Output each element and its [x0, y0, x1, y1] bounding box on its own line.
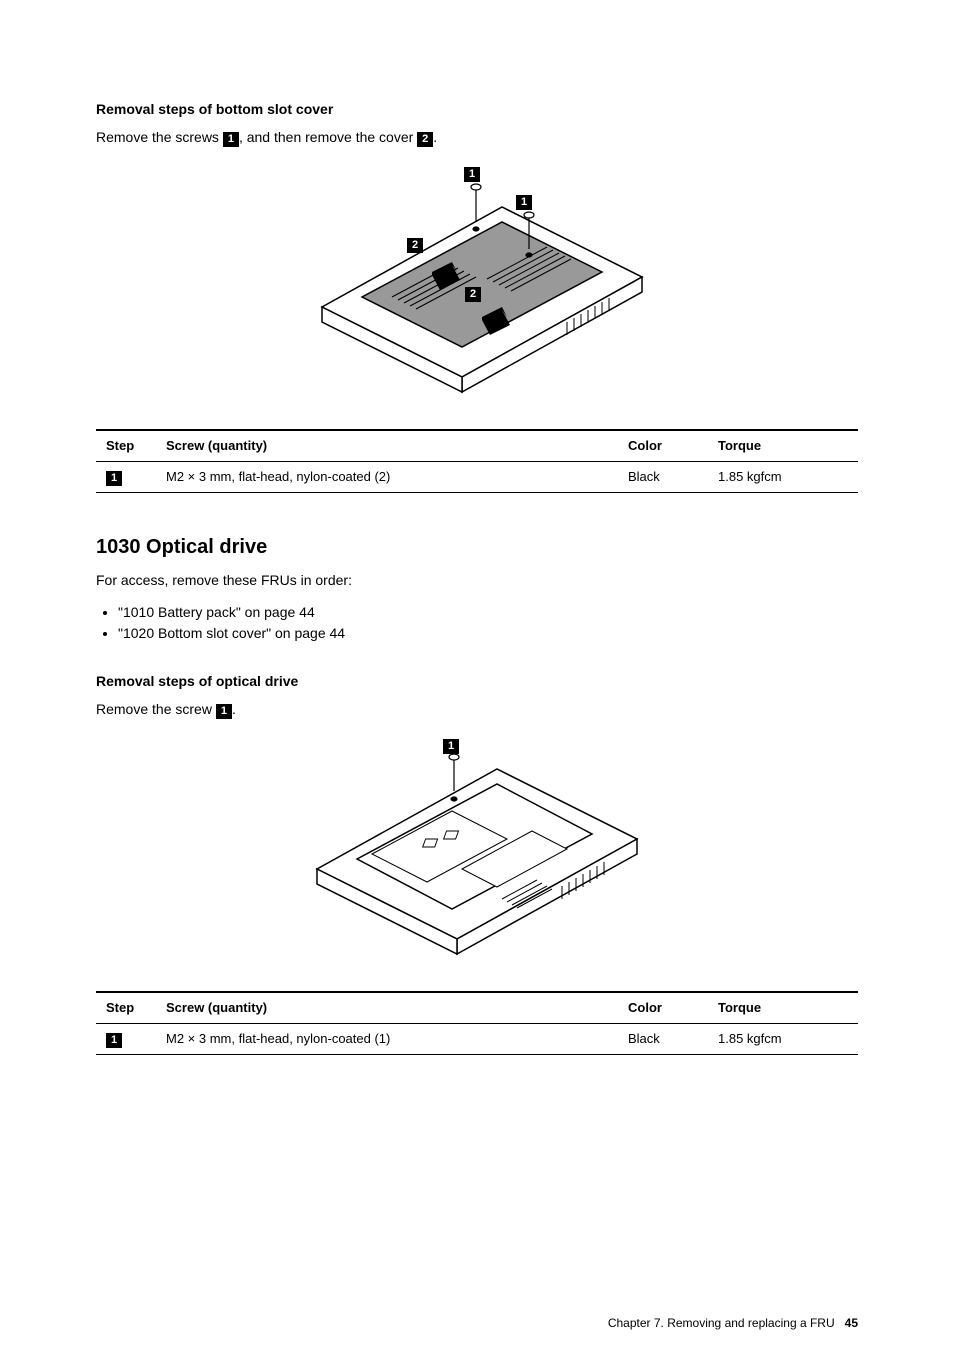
diagram-callout-1: 1	[443, 739, 459, 754]
text: , and then remove the cover	[239, 129, 417, 145]
screw-table-2: Step Screw (quantity) Color Torque 1 M2 …	[96, 991, 858, 1055]
text: Remove the screws	[96, 129, 223, 145]
footer-chapter: Chapter 7. Removing and replacing a FRU	[608, 1316, 835, 1330]
step-badge: 1	[106, 1033, 122, 1048]
th-color: Color	[618, 992, 708, 1024]
instruction-text: Remove the screw 1.	[96, 700, 858, 720]
text: .	[433, 129, 437, 145]
callout-badge-1: 1	[216, 704, 232, 719]
td-torque: 1.85 kgfcm	[708, 1023, 858, 1054]
diagram-callout-1b: 1	[516, 195, 532, 210]
td-screw: M2 × 3 mm, flat-head, nylon-coated (1)	[156, 1023, 618, 1054]
diagram-bottom-cover: 1 1 2 2	[96, 167, 858, 403]
list-item: "1010 Battery pack" on page 44	[118, 603, 858, 623]
page-footer: Chapter 7. Removing and replacing a FRU …	[96, 1315, 858, 1332]
diagram-callout-2a: 2	[407, 238, 423, 253]
diagram-callout-2b: 2	[465, 287, 481, 302]
text: .	[232, 701, 236, 717]
section-title: Removal steps of bottom slot cover	[96, 100, 858, 120]
td-color: Black	[618, 461, 708, 492]
fru-list: "1010 Battery pack" on page 44 "1020 Bot…	[118, 603, 858, 644]
callout-badge-1: 1	[223, 132, 239, 147]
text: Remove the screw	[96, 701, 216, 717]
instruction-text: Remove the screws 1, and then remove the…	[96, 128, 858, 148]
table-row: 1 M2 × 3 mm, flat-head, nylon-coated (2)…	[96, 461, 858, 492]
step-badge: 1	[106, 471, 122, 486]
table-row: 1 M2 × 3 mm, flat-head, nylon-coated (1)…	[96, 1023, 858, 1054]
section-heading: 1030 Optical drive	[96, 533, 858, 561]
td-screw: M2 × 3 mm, flat-head, nylon-coated (2)	[156, 461, 618, 492]
th-step: Step	[96, 430, 156, 462]
th-color: Color	[618, 430, 708, 462]
th-torque: Torque	[708, 992, 858, 1024]
screw-table-1: Step Screw (quantity) Color Torque 1 M2 …	[96, 429, 858, 493]
section-title: Removal steps of optical drive	[96, 672, 858, 692]
th-torque: Torque	[708, 430, 858, 462]
th-step: Step	[96, 992, 156, 1024]
footer-page-number: 45	[845, 1316, 858, 1330]
diagram-callout-1a: 1	[464, 167, 480, 182]
td-color: Black	[618, 1023, 708, 1054]
th-screw: Screw (quantity)	[156, 430, 618, 462]
intro-text: For access, remove these FRUs in order:	[96, 571, 858, 591]
diagram-optical-drive: 1	[96, 739, 858, 965]
callout-badge-2: 2	[417, 132, 433, 147]
list-item: "1020 Bottom slot cover" on page 44	[118, 624, 858, 644]
td-torque: 1.85 kgfcm	[708, 461, 858, 492]
th-screw: Screw (quantity)	[156, 992, 618, 1024]
